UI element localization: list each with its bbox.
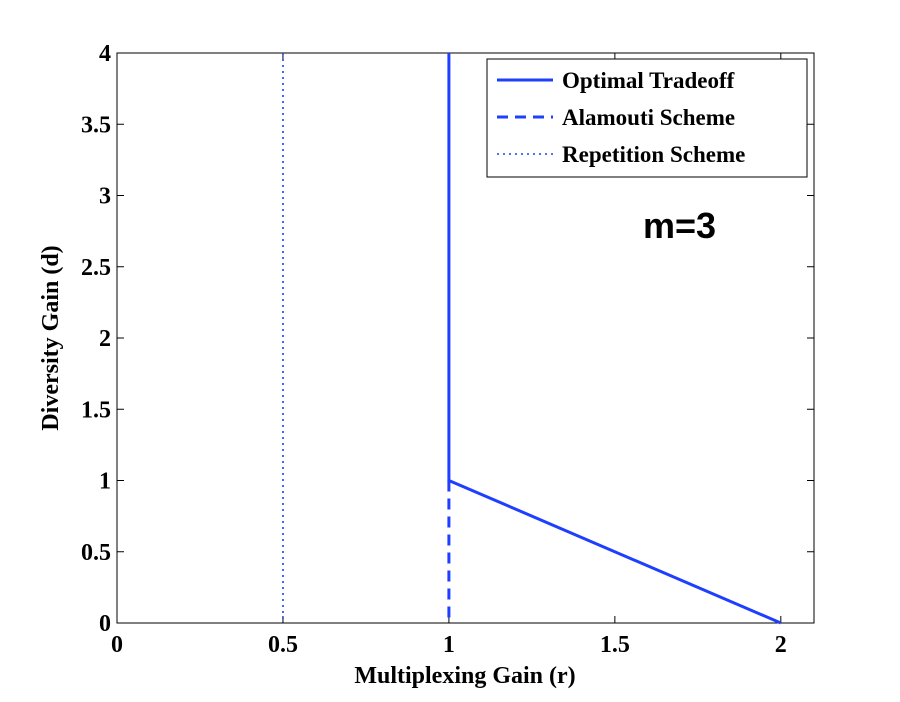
series-group [282, 53, 782, 625]
y-tick-label: 0.5 [81, 540, 111, 566]
legend-label: Repetition Scheme [562, 142, 745, 167]
legend-label: Alamouti Scheme [562, 105, 735, 130]
y-tick-label: 0 [99, 611, 111, 637]
y-tick-label: 2.5 [81, 255, 111, 281]
y-tick-label: 1.5 [81, 397, 111, 423]
annotation-m3: m=3 [643, 205, 716, 246]
y-axis-label: Diversity Gain (d) [38, 245, 64, 430]
legend: Optimal Tradeoff Alamouti Scheme Repetitio… [486, 58, 808, 178]
y-tick-label: 2 [99, 326, 111, 352]
y-tick-label: 1 [99, 469, 111, 495]
y-tick-label: 4 [99, 41, 111, 67]
x-tick-label: 0 [111, 632, 123, 658]
x-tick-label: 1 [443, 632, 455, 658]
x-tick-label: 2 [775, 632, 787, 658]
y-tick-label: 3 [99, 184, 111, 210]
legend-label: Optimal Tradeoff [562, 68, 735, 93]
x-tick-label: 1.5 [600, 632, 630, 658]
ticks: 0 0.5 1 1.5 2 0 0.5 1 1.5 2 2.5 3 3.5 4 [81, 41, 814, 658]
y-tick-label: 3.5 [81, 112, 111, 138]
x-tick-label: 0.5 [268, 632, 298, 658]
x-axis-label: Multiplexing Gain (r) [354, 663, 575, 689]
